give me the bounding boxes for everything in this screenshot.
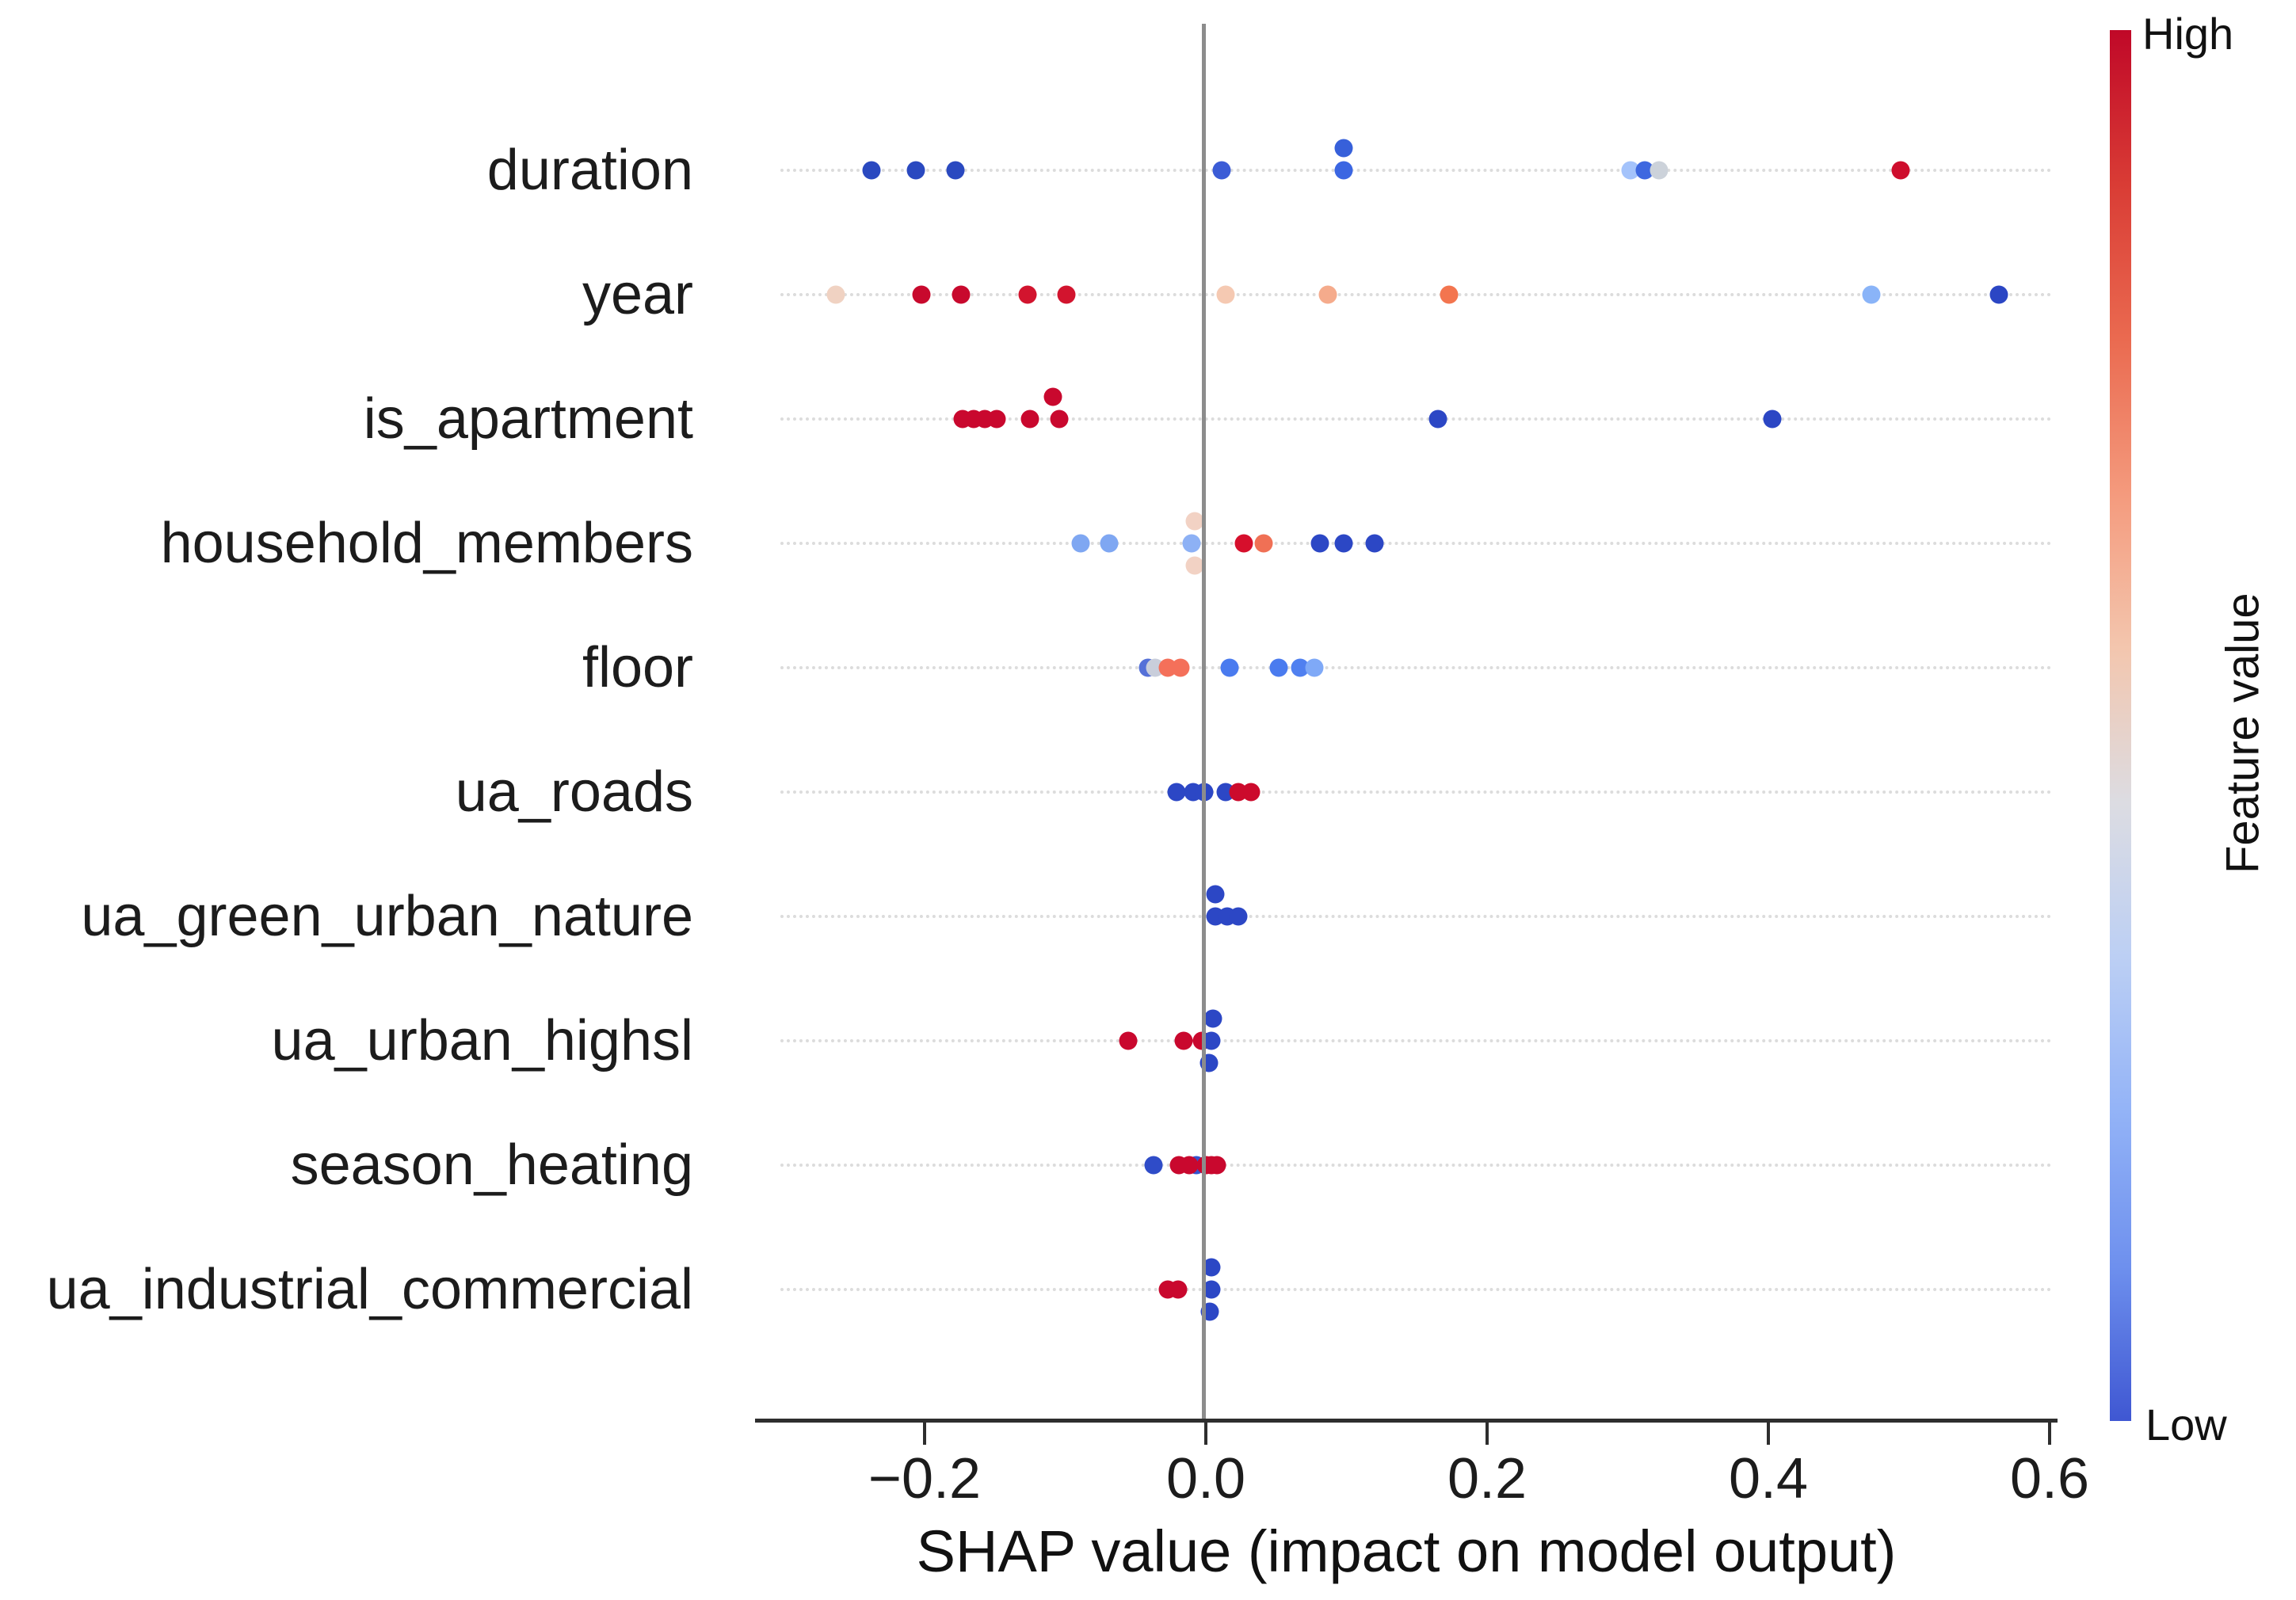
shap-dot-household-members: [1234, 534, 1253, 553]
shap-dot-floor: [1220, 658, 1239, 677]
x-tick-label: −0.2: [868, 1447, 982, 1510]
shap-dot-ua-urban-highsl: [1119, 1031, 1138, 1050]
feature-label-ua-industrial-commercial: ua_industrial_commercial: [46, 1258, 693, 1321]
shap-dot-floor: [1269, 658, 1288, 677]
shap-dot-ua-industrial-commercial: [1202, 1258, 1221, 1277]
x-axis-title: SHAP value (impact on model output): [916, 1518, 1897, 1584]
shap-dot-duration: [1891, 161, 1910, 180]
row-gridline-ua-urban-highsl: [780, 1039, 2052, 1042]
zero-reference-line: [1202, 24, 1206, 1422]
shap-dot-year: [1440, 285, 1459, 304]
feature-label-ua-urban-highsl: ua_urban_highsl: [271, 1009, 693, 1072]
x-tick-mark: [923, 1423, 926, 1445]
shap-dot-duration: [1212, 161, 1231, 180]
shap-dot-duration: [906, 161, 925, 180]
shap-dot-duration: [1621, 161, 1640, 180]
colorbar-high-label: High: [2142, 9, 2234, 59]
feature-label-is-apartment: is_apartment: [363, 387, 693, 451]
row-gridline-ua-roads: [780, 790, 2052, 794]
shap-dot-ua-roads: [1167, 783, 1186, 802]
row-gridline-household-members: [780, 542, 2052, 545]
shap-dot-floor: [1305, 658, 1324, 677]
x-axis-line: [755, 1419, 2058, 1423]
shap-dot-is-apartment: [987, 410, 1006, 429]
shap-dot-is-apartment: [1050, 410, 1069, 429]
shap-dot-duration: [1334, 161, 1353, 180]
shap-dot-duration: [862, 161, 881, 180]
shap-dot-ua-urban-highsl: [1174, 1031, 1193, 1050]
x-tick-label: 0.6: [2009, 1447, 2090, 1510]
shap-dot-is-apartment: [1043, 387, 1062, 406]
x-tick-label: 0.2: [1447, 1447, 1527, 1510]
shap-dot-household-members: [1100, 534, 1119, 553]
feature-label-ua-green-urban-nature: ua_green_urban_nature: [81, 885, 693, 948]
x-tick-mark: [1767, 1423, 1770, 1445]
shap-dot-is-apartment: [1020, 410, 1039, 429]
shap-dot-ua-urban-highsl: [1202, 1031, 1221, 1050]
x-tick-label: 0.0: [1165, 1447, 1246, 1510]
colorbar-title: Feature value: [2217, 592, 2269, 874]
shap-dot-household-members: [1334, 534, 1353, 553]
colorbar-low-label: Low: [2145, 1400, 2227, 1450]
row-gridline-season-heating: [780, 1164, 2052, 1167]
shap-dot-year: [912, 285, 931, 304]
x-tick-mark: [2048, 1423, 2051, 1445]
feature-label-ua-roads: ua_roads: [455, 760, 693, 824]
shap-dot-year: [1318, 285, 1337, 304]
shap-dot-season-heating: [1207, 1156, 1226, 1175]
feature-label-floor: floor: [582, 636, 693, 699]
feature-label-season-heating: season_heating: [290, 1133, 693, 1197]
shap-dot-household-members: [1254, 534, 1273, 553]
shap-dot-is-apartment: [1763, 410, 1782, 429]
shap-dot-household-members: [1185, 556, 1204, 575]
row-gridline-is-apartment: [780, 417, 2052, 421]
row-gridline-ua-green-urban-nature: [780, 915, 2052, 918]
shap-dot-ua-industrial-commercial: [1202, 1280, 1221, 1299]
shap-dot-year: [1057, 285, 1076, 304]
shap-dot-ua-green-urban-nature: [1206, 885, 1225, 904]
shap-dot-is-apartment: [1428, 410, 1447, 429]
shap-dot-season-heating: [1180, 1156, 1199, 1175]
row-gridline-year: [780, 293, 2052, 296]
shap-dot-year: [1862, 285, 1881, 304]
shap-dot-ua-roads: [1241, 783, 1261, 802]
shap-dot-year: [952, 285, 971, 304]
feature-label-year: year: [582, 263, 693, 326]
shap-dot-ua-urban-highsl: [1203, 1009, 1222, 1028]
x-tick-mark: [1486, 1423, 1489, 1445]
row-gridline-ua-industrial-commercial: [780, 1288, 2052, 1291]
feature-label-household-members: household_members: [160, 512, 693, 575]
shap-dot-floor: [1291, 658, 1310, 677]
shap-dot-household-members: [1182, 534, 1201, 553]
row-gridline-floor: [780, 666, 2052, 669]
shap-dot-household-members: [1185, 512, 1204, 531]
row-gridline-duration: [780, 169, 2052, 172]
shap-dot-duration: [946, 161, 965, 180]
x-tick-label: 0.4: [1728, 1447, 1809, 1510]
shap-dot-year: [1989, 285, 2008, 304]
shap-dot-ua-industrial-commercial: [1169, 1280, 1187, 1299]
shap-dot-household-members: [1310, 534, 1329, 553]
shap-dot-duration: [1650, 161, 1669, 180]
shap-dot-year: [826, 285, 845, 304]
colorbar-gradient: [2110, 30, 2131, 1421]
shap-dot-household-members: [1071, 534, 1090, 553]
shap-dot-year: [1216, 285, 1235, 304]
shap-dot-ua-green-urban-nature: [1229, 907, 1248, 926]
shap-dot-year: [1018, 285, 1037, 304]
feature-label-duration: duration: [486, 139, 693, 202]
shap-dot-household-members: [1365, 534, 1384, 553]
shap-dot-duration: [1635, 161, 1654, 180]
x-tick-mark: [1204, 1423, 1207, 1445]
shap-dot-duration: [1334, 139, 1353, 158]
shap-dot-season-heating: [1144, 1156, 1163, 1175]
shap-dot-floor: [1171, 658, 1190, 677]
